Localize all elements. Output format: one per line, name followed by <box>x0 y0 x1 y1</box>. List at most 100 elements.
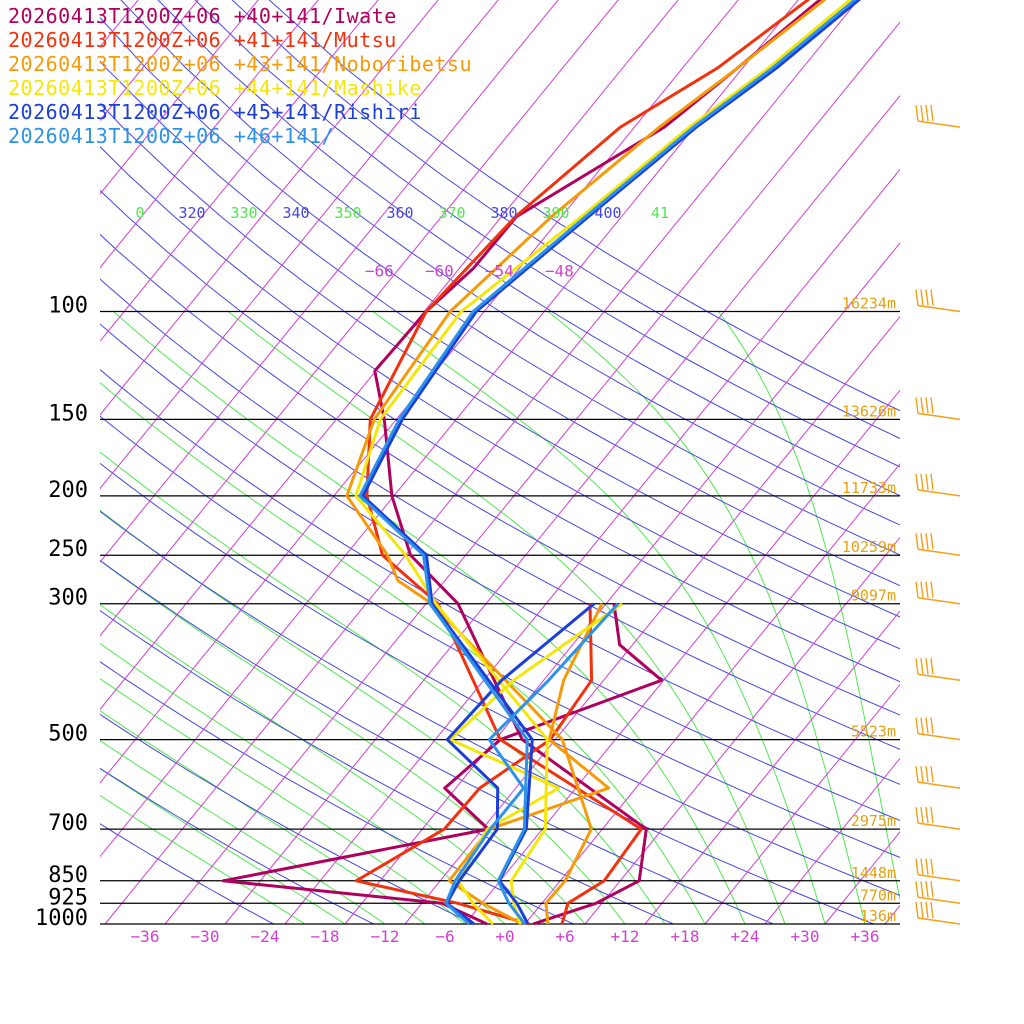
temperature-tick-label: −36 <box>131 927 160 946</box>
wind-barb-flag <box>920 766 924 783</box>
temperature-tick-label: +0 <box>495 927 514 946</box>
dry-adiabat-line <box>100 609 674 925</box>
wind-barb-flag <box>930 533 934 550</box>
dry-adiabat-line <box>100 16 900 556</box>
isotherm-line <box>100 0 259 195</box>
wind-barb-flag <box>920 658 924 675</box>
pressure-label: 850 <box>48 863 88 888</box>
isotherm-line <box>104 0 859 925</box>
dry-adiabat-line <box>100 233 900 716</box>
dry-adiabat-line <box>100 278 900 750</box>
height-label: 2975m <box>851 812 896 830</box>
wind-barb-flag <box>925 717 929 734</box>
isotherm-line <box>884 904 900 925</box>
isotherm-line <box>644 610 900 925</box>
temperature-line-5 <box>358 0 858 925</box>
dry-adiabat-line <box>100 60 900 587</box>
temperature-tick-label: +6 <box>555 927 574 946</box>
temperature-tick-label: −12 <box>371 927 400 946</box>
isotherm-line <box>100 0 679 711</box>
temperature-tick-label: −30 <box>191 927 220 946</box>
dry-adiabat-line <box>100 146 900 650</box>
temperature-line-3 <box>354 0 853 925</box>
wind-barb-flag <box>930 658 934 675</box>
wind-barb-flag <box>930 473 934 490</box>
isotherm-line <box>100 0 619 637</box>
theta-label: 390 <box>542 204 569 222</box>
dewpoint-line-0 <box>221 603 664 925</box>
wind-barb-flag <box>915 901 919 919</box>
theta-label: 330 <box>230 204 257 222</box>
legend-item-noboribetsu: 20260413T1200Z+06 +43+141/Noboribetsu <box>8 52 473 76</box>
dry-adiabat-line <box>100 510 874 925</box>
wind-barb-flag <box>915 289 919 306</box>
wind-barb <box>917 673 961 682</box>
wind-barb <box>917 917 961 925</box>
wind-barb-flag <box>930 807 934 824</box>
wind-barb <box>917 548 961 557</box>
dry-adiabat-line <box>100 823 274 925</box>
dry-adiabat-line <box>100 102 900 618</box>
legend: 20260413T1200Z+06 +40+141/Iwate 20260413… <box>8 4 472 148</box>
isotherm-line <box>224 94 900 925</box>
moist-adiabat-line <box>100 451 666 925</box>
wind-barb-flag <box>915 473 919 490</box>
wind-barb <box>917 896 961 905</box>
pressure-label: 250 <box>48 537 88 562</box>
pressure-label: 700 <box>48 811 88 836</box>
height-label: 770m <box>860 886 896 904</box>
wind-barbs <box>915 105 961 925</box>
theta-label: 360 <box>386 204 413 222</box>
pressure-label: 1000 <box>35 906 88 931</box>
theta-label: 340 <box>282 204 309 222</box>
legend-item-rishiri: 20260413T1200Z+06 +45+141/Rishiri <box>8 100 422 124</box>
isotherm-line <box>100 0 499 490</box>
wind-barb <box>917 412 961 421</box>
wind-barb <box>917 781 961 789</box>
isotherm-line <box>164 21 900 925</box>
dewpoint-line-1 <box>354 603 594 925</box>
sounding-series <box>221 0 862 925</box>
temperature-tick-label: −24 <box>251 927 280 946</box>
temperature-tick-label: +36 <box>851 927 880 946</box>
legend-item-46n141e: 20260413T1200Z+06 +46+141/ <box>8 124 335 148</box>
dry-adiabat-line <box>100 369 900 821</box>
isotherm-line <box>100 0 559 563</box>
isobars <box>100 310 900 925</box>
dry-adiabat-line <box>100 189 900 683</box>
wind-barb-flag <box>925 533 929 550</box>
temperature-tick-label: +12 <box>611 927 640 946</box>
theta-label: 320 <box>178 204 205 222</box>
wind-barb-flag <box>930 881 934 898</box>
wind-barb-flag <box>925 658 929 675</box>
temperature-line-1 <box>365 0 811 925</box>
wind-barb-flag <box>920 533 924 550</box>
wind-barb-flag <box>915 766 919 783</box>
wind-barb-flag <box>930 289 934 306</box>
isotherm-line <box>100 0 379 342</box>
wind-barb-flag <box>930 901 934 919</box>
isotherm-line <box>100 0 199 122</box>
moist-adiabat-line <box>100 794 306 925</box>
pressure-label: 200 <box>48 478 88 503</box>
dewpoint-line-5 <box>444 602 620 925</box>
dry-adiabat-line <box>100 323 900 785</box>
wind-barb-flag <box>920 881 924 898</box>
wind-barb <box>917 822 961 830</box>
wind-barb-flag <box>920 105 924 122</box>
theta-label: 350 <box>334 204 361 222</box>
dewpoint-line-2 <box>447 603 611 925</box>
wind-barb-flag <box>915 581 919 598</box>
wind-barb-flag <box>930 581 934 598</box>
wind-barb-flag <box>920 717 924 734</box>
isotherm-line <box>100 0 319 269</box>
dry-adiabat-line <box>100 661 574 925</box>
wind-barb-flag <box>930 717 934 734</box>
isotherm-line <box>764 757 900 925</box>
wind-barb-flag <box>920 473 924 490</box>
legend-item-mutsu: 20260413T1200Z+06 +41+141/Mutsu <box>8 28 397 52</box>
wind-barb-flag <box>920 901 924 919</box>
wind-barb <box>917 873 961 882</box>
wind-barb-flag <box>930 858 934 875</box>
